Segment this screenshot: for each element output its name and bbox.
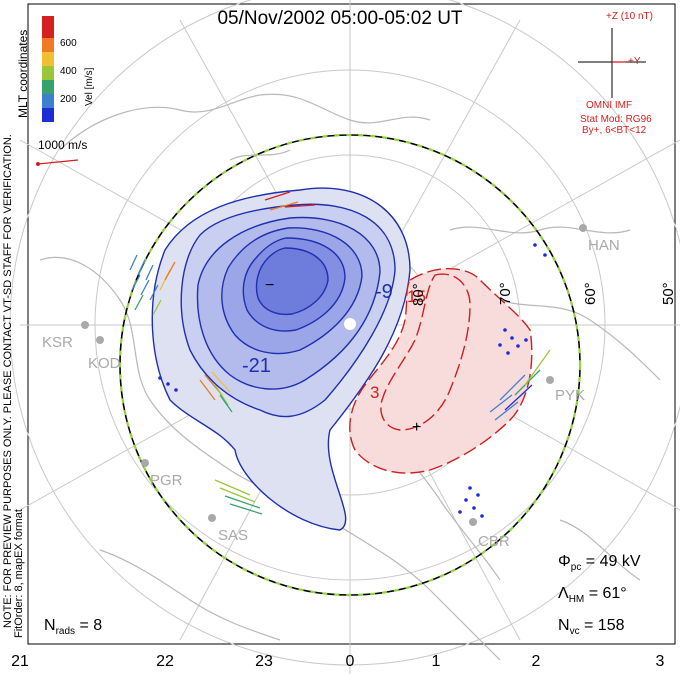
mlt-tick-1: 1 <box>431 653 441 670</box>
stat-n-vc: Nvc = 158 <box>558 617 625 638</box>
colorbar-swatch <box>42 66 54 80</box>
radar-sas: SAS <box>208 514 248 544</box>
svg-text:KSR: KSR <box>42 334 73 351</box>
svg-text:PYK: PYK <box>555 387 585 404</box>
radar-pgr: PGR <box>141 459 183 489</box>
velocity-vectors <box>129 191 551 518</box>
imf-z-label: +Z (10 nT) <box>606 11 653 22</box>
hm-boundary-dash <box>118 133 582 597</box>
fit-order: FitOrder: 8, mapEX format <box>13 509 25 638</box>
vector-group-noon <box>264 191 316 211</box>
svg-text:PGR: PGR <box>150 472 183 489</box>
radar-pyk: PYK <box>546 376 585 404</box>
svg-text:SAS: SAS <box>218 527 248 544</box>
scale-vector-label: 1000 m/s <box>38 138 88 152</box>
colorbar-tick-600: 600 <box>60 38 77 49</box>
mlt-tick-21: 21 <box>11 653 29 670</box>
contour-label-3: 3 <box>370 383 379 402</box>
potential-max-marker: + <box>412 419 421 436</box>
vector-group-dusk-low <box>214 479 263 515</box>
mlt-tick-2: 2 <box>531 653 541 670</box>
mlt-tick-22: 22 <box>156 653 174 670</box>
colorbar-swatch <box>42 52 54 66</box>
negative-potential-cell <box>151 187 411 531</box>
mlt-tick-0: 0 <box>345 653 355 670</box>
colorbar-tick-400: 400 <box>60 66 77 77</box>
colorbar-swatch <box>42 80 54 94</box>
vector-dots-dawn <box>158 243 547 518</box>
potential-min-marker: − <box>265 277 274 294</box>
scale-vector-line <box>37 159 79 165</box>
stat-phi-pc: Φpc = 49 kV <box>558 553 641 574</box>
scale-vector-origin <box>36 162 40 166</box>
contour-label-15: 15 <box>407 287 426 306</box>
latitude-label-80: 80° <box>410 283 427 306</box>
positive-potential-cell <box>349 268 533 474</box>
svg-text:KOD: KOD <box>88 355 121 372</box>
colorbar-swatch <box>42 38 54 52</box>
vector-group-dawn <box>489 349 551 421</box>
colorbar-tick-200: 200 <box>60 94 77 105</box>
imf-y-label: +Y <box>628 56 641 67</box>
plot-frame <box>27 3 676 645</box>
stat-n-rads: Nrads = 8 <box>44 617 103 638</box>
imf-source: OMNI IMF <box>586 100 633 111</box>
svg-text:CBR: CBR <box>478 533 510 550</box>
vector-group-dusk-mid <box>199 371 233 413</box>
radar-cbr: CBR <box>469 518 510 550</box>
vector-group-dusk-left <box>129 254 176 316</box>
radar-ksr: KSR <box>42 321 89 351</box>
velocity-colorbar <box>42 16 54 122</box>
colorbar-label: Vel [m/s] <box>84 67 95 106</box>
coords-label: MLT coordinates <box>16 29 30 118</box>
contour-label-neg21: -21 <box>242 355 271 377</box>
radar-sites: HAN KSR KOD PYK PGR SAS CBR <box>42 224 620 550</box>
mlt-tick-3: 3 <box>655 653 665 670</box>
colorbar-swatch <box>42 16 54 38</box>
radar-kod: KOD <box>88 336 121 372</box>
latitude-label-60: 60° <box>582 282 599 305</box>
imf-model: Stat Mod: RG96 <box>580 114 652 125</box>
radar-han: HAN <box>579 224 620 254</box>
imf-condition: By+, 6<BT<12 <box>582 125 647 136</box>
pole-marker <box>344 318 356 330</box>
colorbar-swatch <box>42 108 54 122</box>
latitude-label-70: 70° <box>497 282 514 305</box>
svg-text:HAN: HAN <box>588 237 620 254</box>
latitude-label-50: 50° <box>660 282 677 305</box>
colorbar-swatch <box>42 94 54 108</box>
contour-label-neg9: -9 <box>375 281 393 303</box>
mlt-tick-23: 23 <box>255 653 273 670</box>
stat-lambda-hm: ΛHM = 61° <box>558 585 627 606</box>
map-title: 05/Nov/2002 05:00-05:02 UT <box>217 8 463 29</box>
